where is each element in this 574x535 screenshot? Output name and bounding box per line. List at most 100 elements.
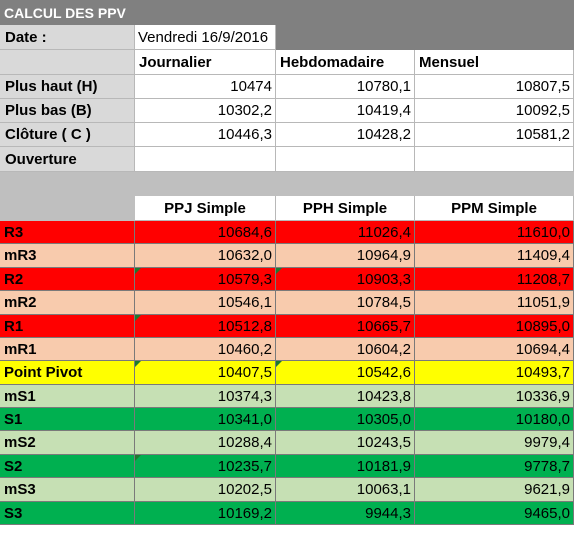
input-cell-monthly[interactable]: 10581,2 bbox=[415, 123, 574, 147]
pivot-cell-value: 10305,0 bbox=[356, 410, 411, 428]
pivot-cell-ppj[interactable]: 10579,3 bbox=[135, 268, 276, 291]
pivot-cell-value: 9778,7 bbox=[524, 457, 570, 475]
pivot-cell-value: 10579,3 bbox=[217, 270, 272, 288]
pivot-row-label[interactable]: mS2 bbox=[0, 431, 135, 455]
input-row-label[interactable]: Clôture ( C ) bbox=[0, 123, 135, 147]
pivot-header-corner[interactable] bbox=[0, 196, 135, 221]
pivot-cell-pph[interactable]: 10604,2 bbox=[276, 338, 415, 361]
pivot-cell-pph[interactable]: 10665,7 bbox=[276, 315, 415, 338]
pivot-cell-ppj[interactable]: 10202,5 bbox=[135, 478, 276, 502]
pivot-cell-ppm[interactable]: 11208,7 bbox=[415, 268, 574, 291]
pivot-cell-pph[interactable]: 10964,9 bbox=[276, 244, 415, 268]
pivot-header-pph[interactable]: PPH Simple bbox=[276, 196, 415, 221]
pivot-row-label[interactable]: mR2 bbox=[0, 291, 135, 315]
input-row-label[interactable]: Plus haut (H) bbox=[0, 75, 135, 99]
pivot-cell-ppm[interactable]: 10180,0 bbox=[415, 408, 574, 431]
pivot-cell-ppm[interactable]: 11610,0 bbox=[415, 221, 574, 244]
pivot-row: S1 10341,0 10305,0 10180,0 bbox=[0, 408, 574, 431]
pivot-cell-ppm[interactable]: 10493,7 bbox=[415, 361, 574, 385]
pivot-cell-ppj[interactable]: 10512,8 bbox=[135, 315, 276, 338]
input-cell-monthly[interactable] bbox=[415, 147, 574, 172]
pivot-row-label[interactable]: mR3 bbox=[0, 244, 135, 268]
comment-marker-icon bbox=[276, 361, 282, 367]
date-value[interactable]: Vendredi 16/9/2016 bbox=[135, 25, 276, 50]
pivot-cell-ppm[interactable]: 9979,4 bbox=[415, 431, 574, 455]
input-row-label[interactable]: Ouverture bbox=[0, 147, 135, 172]
period-header-corner[interactable] bbox=[0, 50, 135, 75]
pivot-cell-ppj[interactable]: 10341,0 bbox=[135, 408, 276, 431]
pivot-cell-value: 10895,0 bbox=[515, 317, 570, 335]
pivot-cell-ppj[interactable]: 10169,2 bbox=[135, 502, 276, 525]
period-header-monthly[interactable]: Mensuel bbox=[415, 50, 574, 75]
pivot-cell-value: 10341,0 bbox=[217, 410, 272, 428]
input-cell-daily[interactable]: 10474 bbox=[135, 75, 276, 99]
pivot-header-ppm[interactable]: PPM Simple bbox=[415, 196, 574, 221]
sheet-title[interactable]: CALCUL DES PPV bbox=[4, 4, 126, 21]
pivot-cell-value: 10336,9 bbox=[515, 387, 570, 405]
pivot-cell-value: 10493,7 bbox=[515, 364, 570, 381]
pivot-cell-pph[interactable]: 11026,4 bbox=[276, 221, 415, 244]
pivot-cell-pph[interactable]: 10784,5 bbox=[276, 291, 415, 315]
input-cell-weekly[interactable] bbox=[276, 147, 415, 172]
input-cell-daily[interactable]: 10302,2 bbox=[135, 99, 276, 123]
pivot-cell-ppm[interactable]: 10694,4 bbox=[415, 338, 574, 361]
input-cell-monthly[interactable]: 10092,5 bbox=[415, 99, 574, 123]
pivot-row-label[interactable]: S3 bbox=[0, 502, 135, 525]
pivot-cell-pph[interactable]: 10181,9 bbox=[276, 455, 415, 478]
pivot-cell-ppj[interactable]: 10235,7 bbox=[135, 455, 276, 478]
pivot-cell-ppj[interactable]: 10684,6 bbox=[135, 221, 276, 244]
input-cell-daily[interactable] bbox=[135, 147, 276, 172]
pivot-cell-ppm[interactable]: 10895,0 bbox=[415, 315, 574, 338]
input-cell-weekly[interactable]: 10780,1 bbox=[276, 75, 415, 99]
pivot-cell-ppm[interactable]: 9465,0 bbox=[415, 502, 574, 525]
pivot-cell-value: 11051,9 bbox=[516, 294, 570, 311]
pivot-row-label[interactable]: R3 bbox=[0, 221, 135, 244]
period-header-weekly[interactable]: Hebdomadaire bbox=[276, 50, 415, 75]
pivot-cell-value: 10374,3 bbox=[217, 387, 272, 405]
pivot-row: mS1 10374,3 10423,8 10336,9 bbox=[0, 385, 574, 408]
pivot-cell-pph[interactable]: 10305,0 bbox=[276, 408, 415, 431]
pivot-cell-ppj[interactable]: 10374,3 bbox=[135, 385, 276, 408]
pivot-row-label[interactable]: Point Pivot bbox=[0, 361, 135, 385]
pivot-cell-value: 10546,1 bbox=[217, 294, 272, 311]
input-cell-weekly[interactable]: 10419,4 bbox=[276, 99, 415, 123]
period-header-daily[interactable]: Journalier bbox=[135, 50, 276, 75]
pivot-cell-value: 10512,8 bbox=[217, 317, 272, 335]
pivot-row-label[interactable]: S1 bbox=[0, 408, 135, 431]
pivot-row-label[interactable]: mS3 bbox=[0, 478, 135, 502]
input-cell-daily[interactable]: 10446,3 bbox=[135, 123, 276, 147]
pivot-cell-pph[interactable]: 10063,1 bbox=[276, 478, 415, 502]
pivot-cell-pph[interactable]: 10243,5 bbox=[276, 431, 415, 455]
pivot-cell-value: 10423,8 bbox=[356, 387, 411, 405]
input-row-label[interactable]: Plus bas (B) bbox=[0, 99, 135, 123]
pivot-header-ppj[interactable]: PPJ Simple bbox=[135, 196, 276, 221]
pivot-row-label[interactable]: R1 bbox=[0, 315, 135, 338]
title-row-filler[interactable] bbox=[276, 0, 574, 25]
pivot-cell-pph[interactable]: 10903,3 bbox=[276, 268, 415, 291]
pivot-cell-ppm[interactable]: 9621,9 bbox=[415, 478, 574, 502]
pivot-cell-ppj[interactable]: 10546,1 bbox=[135, 291, 276, 315]
pivot-cell-ppm[interactable]: 11051,9 bbox=[415, 291, 574, 315]
pivot-cell-pph[interactable]: 10423,8 bbox=[276, 385, 415, 408]
pivot-cell-ppm[interactable]: 11409,4 bbox=[415, 244, 574, 268]
pivot-row-label[interactable]: mS1 bbox=[0, 385, 135, 408]
pivot-cell-value: 10202,5 bbox=[217, 481, 272, 498]
pivot-row-label[interactable]: S2 bbox=[0, 455, 135, 478]
pivot-row-label[interactable]: R2 bbox=[0, 268, 135, 291]
pivot-cell-ppj[interactable]: 10460,2 bbox=[135, 338, 276, 361]
pivot-cell-ppj[interactable]: 10632,0 bbox=[135, 244, 276, 268]
pivot-cell-ppj[interactable]: 10288,4 bbox=[135, 431, 276, 455]
pivot-cell-ppm[interactable]: 9778,7 bbox=[415, 455, 574, 478]
pivot-cell-ppj[interactable]: 10407,5 bbox=[135, 361, 276, 385]
pivot-cell-ppm[interactable]: 10336,9 bbox=[415, 385, 574, 408]
date-row-filler[interactable] bbox=[276, 25, 574, 50]
pivot-cell-pph[interactable]: 9944,3 bbox=[276, 502, 415, 525]
pivot-cell-pph[interactable]: 10542,6 bbox=[276, 361, 415, 385]
input-cell-weekly[interactable]: 10428,2 bbox=[276, 123, 415, 147]
date-label[interactable]: Date : bbox=[0, 25, 135, 50]
pivot-cell-value: 10684,6 bbox=[217, 223, 272, 241]
input-row: Plus haut (H) 10474 10780,1 10807,5 bbox=[0, 75, 574, 99]
input-cell-monthly[interactable]: 10807,5 bbox=[415, 75, 574, 99]
pivot-row-label[interactable]: mR1 bbox=[0, 338, 135, 361]
